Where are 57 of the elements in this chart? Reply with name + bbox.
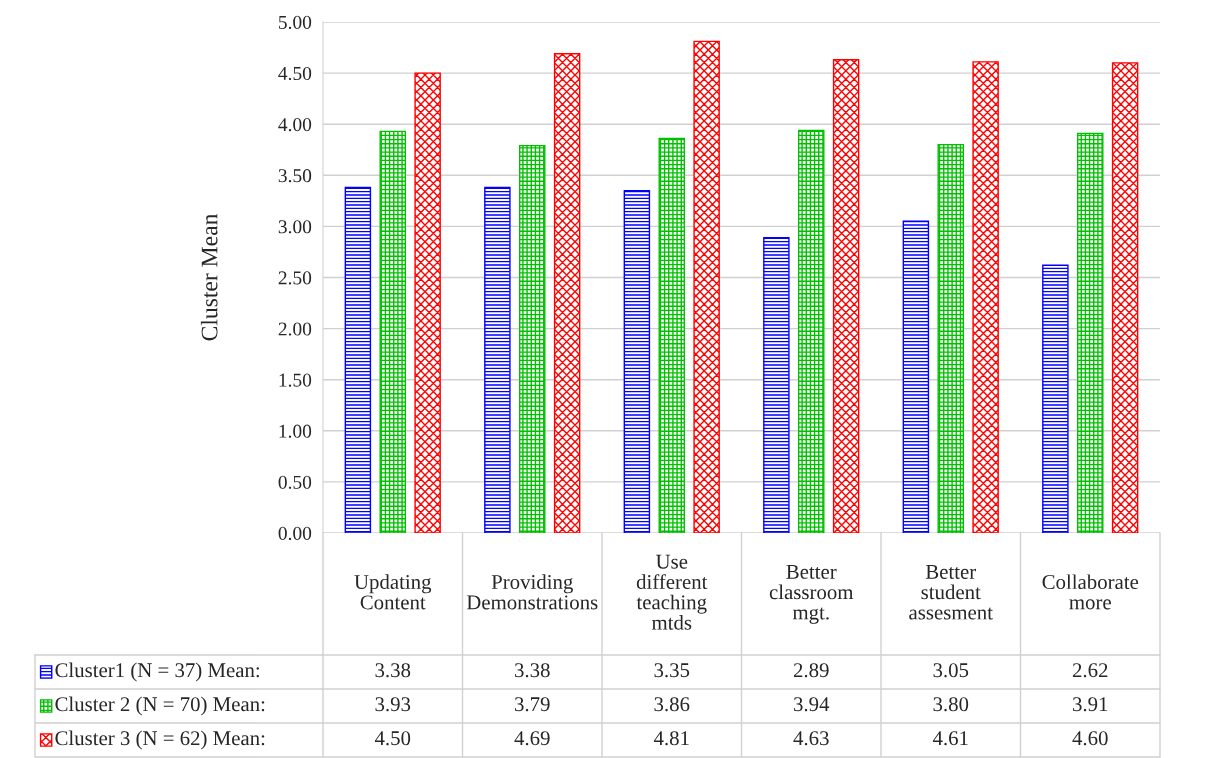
data-label: 4.81 bbox=[653, 731, 689, 746]
y-tick-label: 4.00 bbox=[278, 118, 312, 132]
bar bbox=[623, 189, 651, 533]
data-label: 4.69 bbox=[514, 731, 550, 746]
x-tick-label: Providing Demonstrations bbox=[466, 574, 598, 610]
x-tick-label: Use different teaching mtds bbox=[636, 554, 708, 630]
data-label: 3.35 bbox=[654, 663, 690, 678]
bar bbox=[1042, 264, 1069, 533]
bar bbox=[1077, 132, 1104, 533]
data-label: 3.91 bbox=[1073, 697, 1108, 712]
y-axis-title: Cluster Mean bbox=[200, 213, 218, 341]
bar bbox=[1111, 62, 1139, 533]
data-label: 3.38 bbox=[515, 663, 550, 678]
data-label: 3.38 bbox=[375, 663, 411, 678]
data-label: 4.50 bbox=[374, 731, 411, 746]
bar bbox=[379, 130, 407, 533]
data-label: 3.86 bbox=[654, 697, 690, 712]
bar bbox=[344, 186, 372, 533]
data-label: 3.79 bbox=[515, 697, 550, 712]
bar bbox=[972, 61, 999, 533]
bar bbox=[937, 143, 965, 533]
y-tick-label: 1.00 bbox=[279, 424, 312, 438]
data-label: 4.61 bbox=[932, 731, 968, 746]
bar bbox=[553, 52, 581, 533]
bar bbox=[763, 236, 790, 533]
data-label: 2.89 bbox=[793, 663, 829, 678]
bar bbox=[798, 129, 825, 533]
y-tick-label: 2.00 bbox=[278, 322, 312, 336]
y-tick-label: 1.50 bbox=[279, 373, 312, 387]
data-label: 3.80 bbox=[933, 697, 969, 712]
x-tick-label: Collaborate more bbox=[1042, 574, 1139, 610]
y-tick-label: 0.00 bbox=[278, 526, 312, 541]
data-label: 3.05 bbox=[933, 663, 969, 678]
bar bbox=[832, 59, 860, 533]
y-tick-label: 4.50 bbox=[278, 66, 312, 81]
y-tick-label: 5.00 bbox=[278, 15, 312, 30]
bar bbox=[658, 137, 686, 533]
y-tick-label: 3.00 bbox=[278, 220, 312, 234]
bar bbox=[693, 40, 720, 533]
legend-label: Cluster 2 (N = 70) Mean: bbox=[55, 696, 265, 716]
bar bbox=[519, 144, 546, 533]
x-tick-label: Better classroom mgt. bbox=[769, 565, 854, 624]
y-tick-label: 2.50 bbox=[278, 271, 312, 285]
bar bbox=[484, 186, 511, 533]
data-label: 4.60 bbox=[1072, 731, 1108, 746]
bar bbox=[414, 72, 441, 533]
y-tick-label: 3.50 bbox=[278, 169, 312, 183]
legend-label: Cluster1 (N = 37) Mean: bbox=[55, 662, 259, 682]
bar bbox=[902, 220, 930, 533]
data-label: 4.63 bbox=[793, 731, 829, 746]
legend-label: Cluster 3 (N = 62) Mean: bbox=[55, 730, 265, 750]
data-label: 3.93 bbox=[375, 697, 411, 712]
data-label: 3.94 bbox=[794, 697, 830, 712]
x-tick-label: Better student assesment bbox=[909, 565, 993, 620]
y-tick-label: 0.50 bbox=[278, 475, 312, 489]
x-tick-label: Updating Content bbox=[354, 574, 432, 610]
data-label: 2.62 bbox=[1072, 663, 1108, 678]
